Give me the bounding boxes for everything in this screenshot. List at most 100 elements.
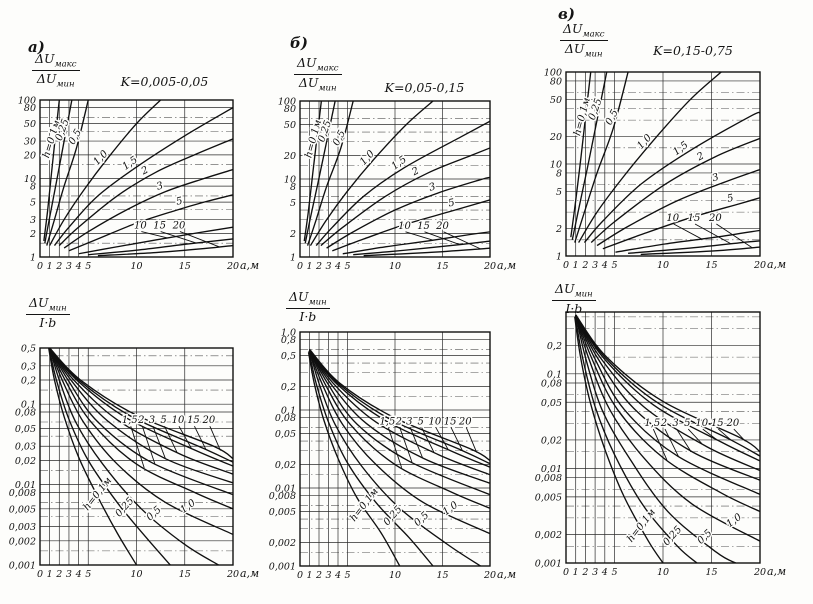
y-tick-label: 3 xyxy=(30,215,36,226)
x-tick-label: 15 xyxy=(179,569,191,580)
plot-svg-5: 1,00,80,50,20,10,080,050,020,010,0080,00… xyxy=(269,328,516,582)
curve-label: 5 xyxy=(684,418,690,429)
y-tick-label: 0,2 xyxy=(281,382,296,393)
curve-label: 1,0 xyxy=(725,511,745,530)
curve-5 xyxy=(602,197,760,250)
curve-1,0 xyxy=(49,348,233,536)
curve-20 xyxy=(575,314,760,453)
y-tick-label: 1 xyxy=(556,252,562,263)
x-tick-label: 20 xyxy=(483,261,496,272)
x-axis-unit: a,м xyxy=(497,259,516,272)
curve-1,0 xyxy=(578,72,722,243)
curve-1,5 xyxy=(49,348,233,510)
curve-3 xyxy=(596,168,760,247)
label-leader-line xyxy=(673,223,703,240)
label-leader-line xyxy=(152,426,166,459)
label-leader-line xyxy=(387,427,403,468)
x-tick-label: 15 xyxy=(436,570,448,581)
label-leader-line xyxy=(652,428,668,461)
label-leader-line xyxy=(718,428,732,441)
curve-0,25 xyxy=(44,100,73,244)
y-tick-label: 0,01 xyxy=(15,480,36,491)
plot-svg-4: 0,5 0,3 0,2 0,10,08 0,05 0,03 0,02 0,010,008 0,0… xyxy=(9,344,259,581)
y-tick-label: 0,005 xyxy=(535,492,562,503)
x-tick-label: 1 xyxy=(573,260,579,271)
y-tick-label: 0,2 xyxy=(547,341,562,352)
curve-0,5 xyxy=(49,348,219,565)
curve-1,5 xyxy=(583,111,760,243)
curve-h=0,1м xyxy=(307,352,401,566)
curve-5 xyxy=(68,194,233,252)
y-tick-label: 0,02 xyxy=(275,460,296,471)
curve-label: 10 xyxy=(172,415,185,426)
panel-letter-a: а) xyxy=(28,38,45,56)
x-tick-label: 5 xyxy=(85,569,91,580)
y-tick-label: 80 xyxy=(550,76,562,87)
y-tick-label: 10 xyxy=(24,174,36,185)
curve-label: 5 xyxy=(726,193,734,205)
y-tick-label: 0,1 xyxy=(547,369,562,380)
y-tick-label: 30 xyxy=(24,137,36,148)
curve-0,25 xyxy=(308,350,434,566)
curve-label: 5 xyxy=(417,417,423,428)
x-tick-label: 15 xyxy=(705,260,717,271)
curve-5 xyxy=(575,314,760,472)
x-tick-label: 3 xyxy=(325,261,331,272)
y-tick-label: 8 xyxy=(30,182,36,193)
y-tick-label: 1,0 xyxy=(281,328,296,339)
x-tick-label: 20 xyxy=(753,260,766,271)
curve-h=0,1м xyxy=(48,348,138,565)
curve-10 xyxy=(308,348,490,468)
curve-label: 0,25 xyxy=(113,495,136,519)
y-tick-label: 0,001 xyxy=(269,562,296,573)
y-tick-label: 10 xyxy=(550,160,562,171)
y-tick-label: 1 xyxy=(290,253,296,264)
y-tick-label: 1 xyxy=(30,253,36,264)
x-tick-label: 4 xyxy=(75,569,82,580)
label-leader-line xyxy=(141,426,156,464)
y-tick-label: 0,002 xyxy=(9,536,36,547)
curve-label: 15 xyxy=(444,417,457,428)
x-tick-label: 15 xyxy=(436,261,448,272)
curve-label: 1,0 xyxy=(635,132,654,152)
y-tick-label: 0,02 xyxy=(541,435,562,446)
curve-10 xyxy=(78,226,233,255)
curve-0,5 xyxy=(574,72,629,243)
label-leader-line xyxy=(733,428,746,442)
curve-15 xyxy=(308,348,490,465)
label-leader-line xyxy=(179,231,220,248)
curve-label: 3 xyxy=(406,417,412,428)
curve-label: h=0,1м xyxy=(625,507,658,545)
curve-0,5 xyxy=(46,100,89,246)
curve-label: 3 xyxy=(428,181,437,193)
x-tick-label: 4 xyxy=(334,570,341,581)
y-tick-label: 0,002 xyxy=(535,530,562,541)
x-tick-label: 2 xyxy=(315,261,322,272)
curve-3 xyxy=(326,176,490,249)
plot-area-top-middle: 100 80 50 20 10 8 5 2 1 0 1 2 3 4 5 10 15 20 a,м h=0,1м 0,25… xyxy=(260,87,527,287)
y-tick-label: 0,005 xyxy=(9,504,36,515)
curve-h=0,1м xyxy=(574,316,664,563)
y-tick-label: 80 xyxy=(24,103,36,114)
chart-title-3: K=0,15-0,75 xyxy=(653,43,733,58)
curve-label: 15 xyxy=(711,418,724,429)
curve-label: 5 xyxy=(447,197,455,209)
label-leader-line xyxy=(209,426,221,451)
plot-area-bottom-right: 0,2 0,1 0,08 0,05 0,02 0,01 0,008 0,005 0,002 0,0… xyxy=(526,298,797,593)
curve-label: 10 xyxy=(134,221,147,232)
x-tick-label: 10 xyxy=(130,261,142,272)
y-tick-label: 0,2 xyxy=(21,375,36,386)
y-tick-label: 0,1 xyxy=(281,406,296,417)
label-leader-line xyxy=(160,231,197,244)
curve-0,5 xyxy=(308,350,481,566)
curve-label: 20 xyxy=(172,221,186,232)
x-axis-unit: a,м xyxy=(767,565,786,578)
curve-2 xyxy=(58,138,233,247)
y-tick-label: 5 xyxy=(290,198,296,209)
curve-0,25 xyxy=(48,348,171,565)
x-tick-label: 4 xyxy=(601,260,608,271)
curve-2 xyxy=(320,147,490,247)
y-tick-label: 2 xyxy=(289,229,296,240)
